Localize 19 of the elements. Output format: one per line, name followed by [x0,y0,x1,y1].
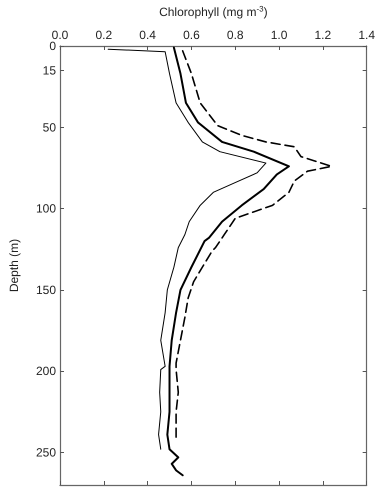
y-tick-label: 200 [36,364,56,378]
x-tick-label: 0.4 [139,28,156,42]
y-tick-label: 0 [49,39,56,53]
y-axis-title: Depth (m) [7,238,21,292]
x-tick-label: 0.8 [226,28,244,42]
x-tick-label: 0.6 [183,28,200,42]
line-series [108,48,266,450]
x-tick-label: 0.2 [95,28,112,42]
line-series [166,46,290,476]
y-tick-label: 15 [42,63,56,78]
y-tick-label: 250 [36,445,56,460]
x-tick-label: 1.4 [358,28,376,42]
x-tick-label: 1.2 [314,28,332,42]
y-tick-label: 100 [36,202,56,216]
x-tick-label: 1.0 [270,28,288,42]
x-tick-label: 0.0 [52,28,69,42]
y-tick-label: 50 [42,120,56,134]
y-tick-label: 150 [36,282,56,297]
line-series [175,50,332,439]
